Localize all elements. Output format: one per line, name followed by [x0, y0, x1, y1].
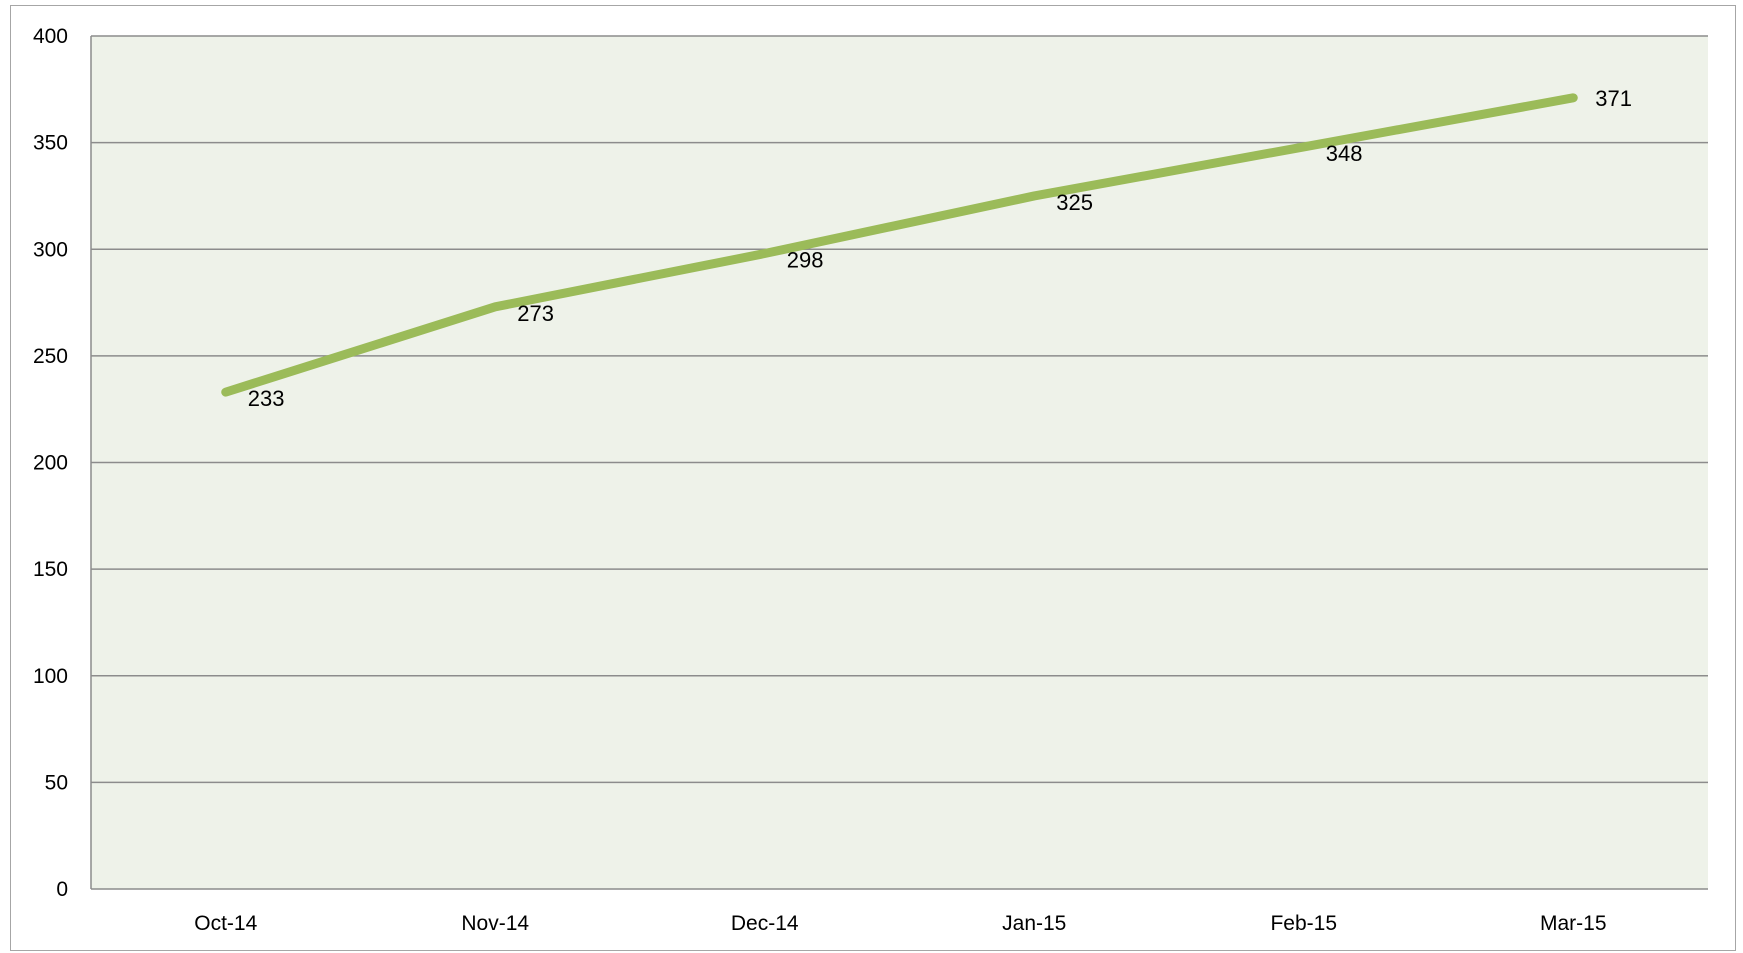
x-tick-label: Nov-14	[461, 912, 529, 935]
y-tick-label: 200	[33, 452, 68, 475]
data-point	[763, 252, 766, 255]
axes	[90, 36, 1708, 890]
data-point	[224, 391, 227, 394]
data-label: 298	[787, 248, 824, 273]
data-point	[494, 305, 497, 308]
x-axis-tick-labels: Oct-14 Nov-14 Dec-14 Jan-15 Feb-15 Mar-15	[194, 912, 1606, 935]
data-point	[1302, 145, 1305, 148]
data-point	[1572, 96, 1575, 99]
data-label: 273	[517, 301, 554, 326]
y-axis-tick-labels: 0 50 100 150 200 250 300 350 400	[33, 25, 68, 901]
series-layer	[221, 93, 1578, 397]
data-label: 233	[248, 386, 285, 411]
x-tick-label: Oct-14	[194, 912, 257, 935]
series-line	[221, 93, 1578, 397]
x-tick-label: Dec-14	[731, 912, 799, 935]
x-tick-label: Mar-15	[1540, 912, 1607, 935]
data-labels: 233 273 298 325 348 371	[248, 86, 1632, 411]
data-label: 325	[1056, 190, 1093, 215]
y-tick-label: 100	[33, 665, 68, 688]
y-tick-label: 0	[56, 878, 68, 901]
data-point	[1033, 194, 1036, 197]
x-tick-label: Feb-15	[1270, 912, 1337, 935]
y-tick-label: 300	[33, 238, 68, 261]
y-tick-label: 150	[33, 558, 68, 581]
y-tick-label: 350	[33, 132, 68, 155]
data-label: 348	[1326, 141, 1363, 166]
gridlines	[91, 35, 1708, 784]
y-tick-label: 50	[45, 771, 68, 794]
x-tick-label: Jan-15	[1002, 912, 1066, 935]
y-tick-label: 400	[33, 25, 68, 48]
data-label: 371	[1595, 86, 1632, 111]
y-tick-label: 250	[33, 345, 68, 368]
